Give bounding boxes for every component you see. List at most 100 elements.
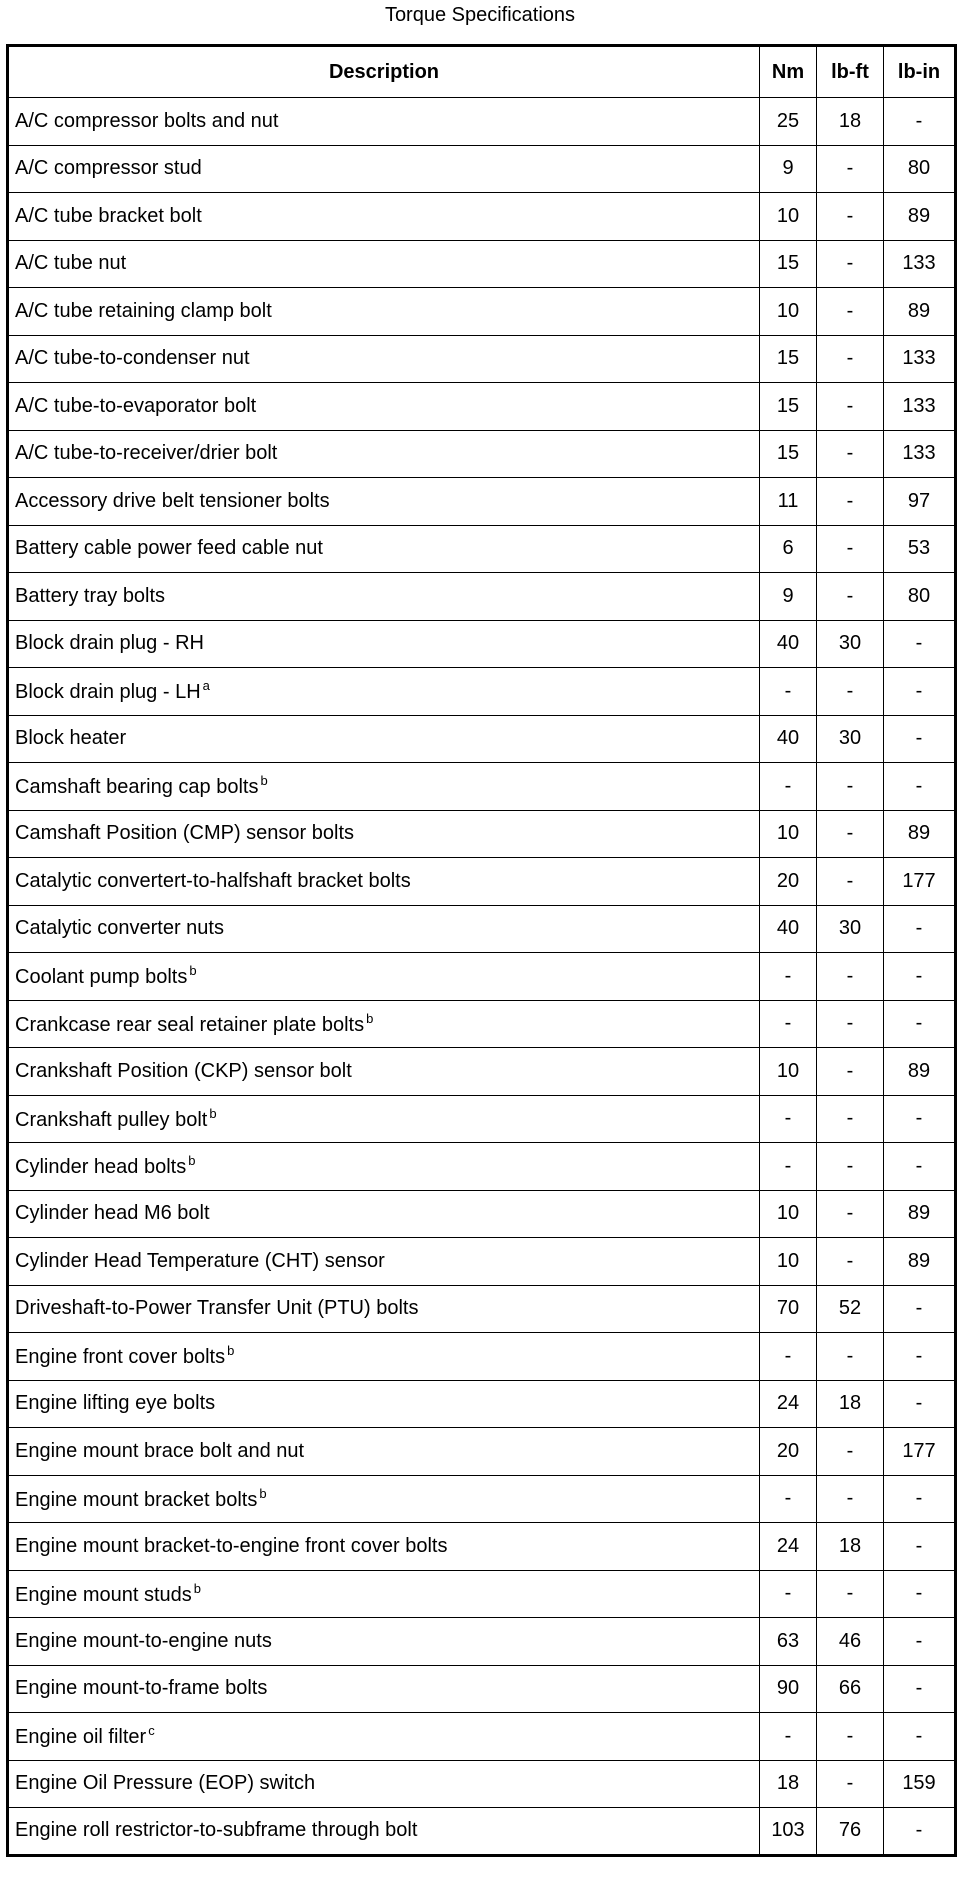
description-text: Catalytic convertert-to-halfshaft bracke… [15,869,411,892]
cell-lbin: 89 [883,287,956,336]
cell-description: Accessory drive belt tensioner bolts [7,477,760,526]
description-text: Cylinder head M6 bolt [15,1202,210,1225]
cell-lbft: - [816,1332,884,1381]
cell-nm: 24 [759,1379,817,1428]
cell-lbft: - [816,667,884,716]
description-text: A/C compressor stud [15,157,202,180]
cell-lbft: 52 [816,1284,884,1333]
table-row: Engine roll restrictor-to-subframe throu… [7,1807,956,1856]
cell-lbft: 18 [816,97,884,146]
cell-lbft: - [816,477,884,526]
header-lbft: lb-ft [816,45,884,98]
cell-lbft: - [816,239,884,288]
table-row: Engine oil filter c - - - [7,1712,956,1761]
cell-description: Catalytic converter nuts [7,904,760,953]
cell-nm: 18 [759,1759,817,1808]
table-row: Block drain plug - RH 40 30- [7,619,956,668]
table-row: Crankshaft pulley bolt b - - - [7,1094,956,1143]
table-row: Cylinder head bolts b - - - [7,1142,956,1191]
cell-nm: 10 [759,1189,817,1238]
description-text: Engine mount studs [15,1583,192,1606]
cell-description: A/C compressor bolts and nut [7,97,760,146]
cell-lbin: 89 [883,809,956,858]
description-text: Engine front cover bolts [15,1346,226,1369]
cell-description: Engine oil filter c [7,1712,760,1761]
cell-lbft: - [816,524,884,573]
footnote-marker: b [260,773,268,789]
description-text: Engine Oil Pressure (EOP) switch [15,1772,316,1795]
description-text: Engine mount bracket-to-engine front cov… [15,1534,448,1557]
description-text: Crankcase rear seal retainer plate bolts [15,1013,365,1036]
table-row: Block heater 40 30- [7,714,956,763]
table-row: Engine mount studs b - - - [7,1569,956,1618]
cell-nm: - [759,1569,817,1618]
cell-nm: - [759,1142,817,1191]
cell-description: Block heater [7,714,760,763]
cell-lbin: 80 [883,572,956,621]
cell-description: Driveshaft-to-Power Transfer Unit (PTU) … [7,1284,760,1333]
cell-lbft: 66 [816,1664,884,1713]
table-row: A/C tube nut 15-133 [7,239,956,288]
cell-nm: 90 [759,1664,817,1713]
cell-nm: - [759,1474,817,1523]
description-text: Cylinder head bolts [15,1156,187,1179]
cell-lbin: - [883,1379,956,1428]
cell-description: Engine mount-to-frame bolts [7,1664,760,1713]
cell-lbin: - [883,1712,956,1761]
table-row: Driveshaft-to-Power Transfer Unit (PTU) … [7,1284,956,1333]
cell-nm: 9 [759,144,817,193]
cell-description: A/C tube-to-condenser nut [7,334,760,383]
cell-description: Block drain plug - LH a [7,667,760,716]
description-text: A/C compressor bolts and nut [15,109,279,132]
footnote-marker: c [148,1723,155,1739]
table-row: Coolant pump bolts b - - - [7,952,956,1001]
cell-nm: 20 [759,857,817,906]
description-text: Coolant pump bolts [15,966,188,989]
cell-lbft: - [816,144,884,193]
cell-lbin: 89 [883,192,956,241]
description-text: A/C tube-to-condenser nut [15,347,250,370]
description-text: Engine mount-to-engine nuts [15,1629,272,1652]
description-text: A/C tube retaining clamp bolt [15,299,272,322]
cell-lbft: - [816,1094,884,1143]
table-row: Engine mount bracket bolts b - - - [7,1474,956,1523]
description-text: Engine lifting eye bolts [15,1392,216,1415]
cell-nm: 15 [759,239,817,288]
table-row: Accessory drive belt tensioner bolts 11-9… [7,477,956,526]
footnote-marker: b [189,963,197,979]
cell-description: A/C tube-to-receiver/drier bolt [7,429,760,478]
table-row: Engine front cover bolts b - - - [7,1332,956,1381]
cell-lbin: - [883,1617,956,1666]
footnote-marker: b [193,1580,202,1596]
table-row: Block drain plug - LH a - - - [7,667,956,716]
description-text: Accessory drive belt tensioner bolts [15,489,330,512]
description-text: Camshaft Position (CMP) sensor bolts [15,822,355,845]
description-text: Block drain plug - LH [15,681,201,704]
cell-lbin: 159 [883,1759,956,1808]
cell-lbft: 30 [816,904,884,953]
table-row: Engine lifting eye bolts 24 18- [7,1379,956,1428]
cell-nm: 40 [759,619,817,668]
cell-nm: 10 [759,1237,817,1286]
cell-lbin: - [883,904,956,953]
footnote-marker: b [259,1485,267,1501]
cell-nm: 10 [759,287,817,336]
cell-lbin: 97 [883,477,956,526]
cell-lbin: - [883,762,956,811]
cell-lbft: - [816,572,884,621]
cell-nm: 20 [759,1427,817,1476]
cell-lbft: - [816,1189,884,1238]
cell-lbft: - [816,999,884,1048]
cell-description: A/C tube-to-evaporator bolt [7,382,760,431]
table-row: Engine mount-to-engine nuts 63 46- [7,1617,956,1666]
cell-description: Crankcase rear seal retainer plate bolts… [7,999,760,1048]
cell-lbin: - [883,1807,956,1856]
table-row: Catalytic convertert-to-halfshaft bracke… [7,857,956,906]
table-row: Engine mount-to-frame bolts 90 66- [7,1664,956,1713]
cell-lbft: - [816,952,884,1001]
cell-lbin: - [883,1522,956,1571]
cell-lbft: 18 [816,1379,884,1428]
cell-nm: 63 [759,1617,817,1666]
description-text: Engine roll restrictor-to-subframe throu… [15,1819,418,1842]
cell-lbft: 30 [816,714,884,763]
